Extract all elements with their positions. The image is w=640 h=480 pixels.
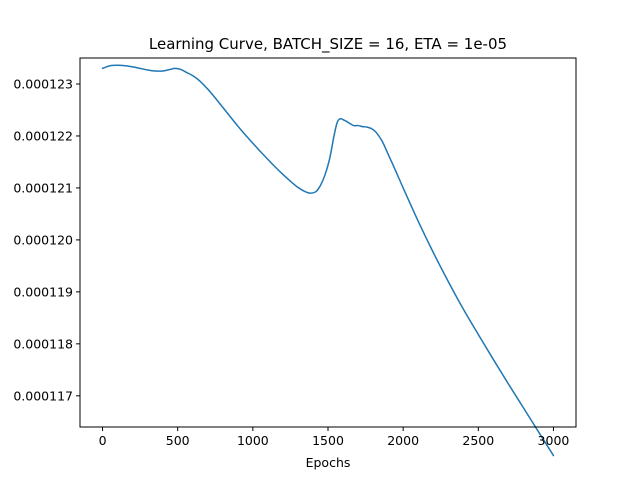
axes-frame bbox=[79, 57, 577, 428]
plot-area bbox=[101, 64, 555, 457]
x-tick-label: 1500 bbox=[312, 433, 344, 448]
y-tick-label: 0.000120 bbox=[13, 232, 73, 247]
x-tick-label: 500 bbox=[166, 433, 190, 448]
y-tick-label: 0.000121 bbox=[13, 180, 73, 195]
y-tick-label: 0.000118 bbox=[13, 336, 73, 351]
x-tick-label: 2000 bbox=[387, 433, 419, 448]
axis-ticks: 0 500 1000 1500 2000 2500 3000 0.000117 0.000118… bbox=[13, 76, 569, 448]
y-tick-label: 0.000119 bbox=[13, 284, 73, 299]
x-tick-label: 2500 bbox=[462, 433, 494, 448]
chart-title: Learning Curve, BATCH_SIZE = 16, ETA = 1… bbox=[149, 35, 507, 54]
y-tick-label: 0.000123 bbox=[13, 76, 73, 91]
y-tick-label: 0.000117 bbox=[13, 388, 73, 403]
x-tick-label: 1000 bbox=[237, 433, 269, 448]
x-tick-label: 3000 bbox=[538, 433, 570, 448]
x-axis-label: Epochs bbox=[306, 455, 351, 470]
y-tick-label: 0.000122 bbox=[13, 128, 73, 143]
x-tick-label: 0 bbox=[99, 433, 107, 448]
series-line bbox=[101, 64, 555, 457]
